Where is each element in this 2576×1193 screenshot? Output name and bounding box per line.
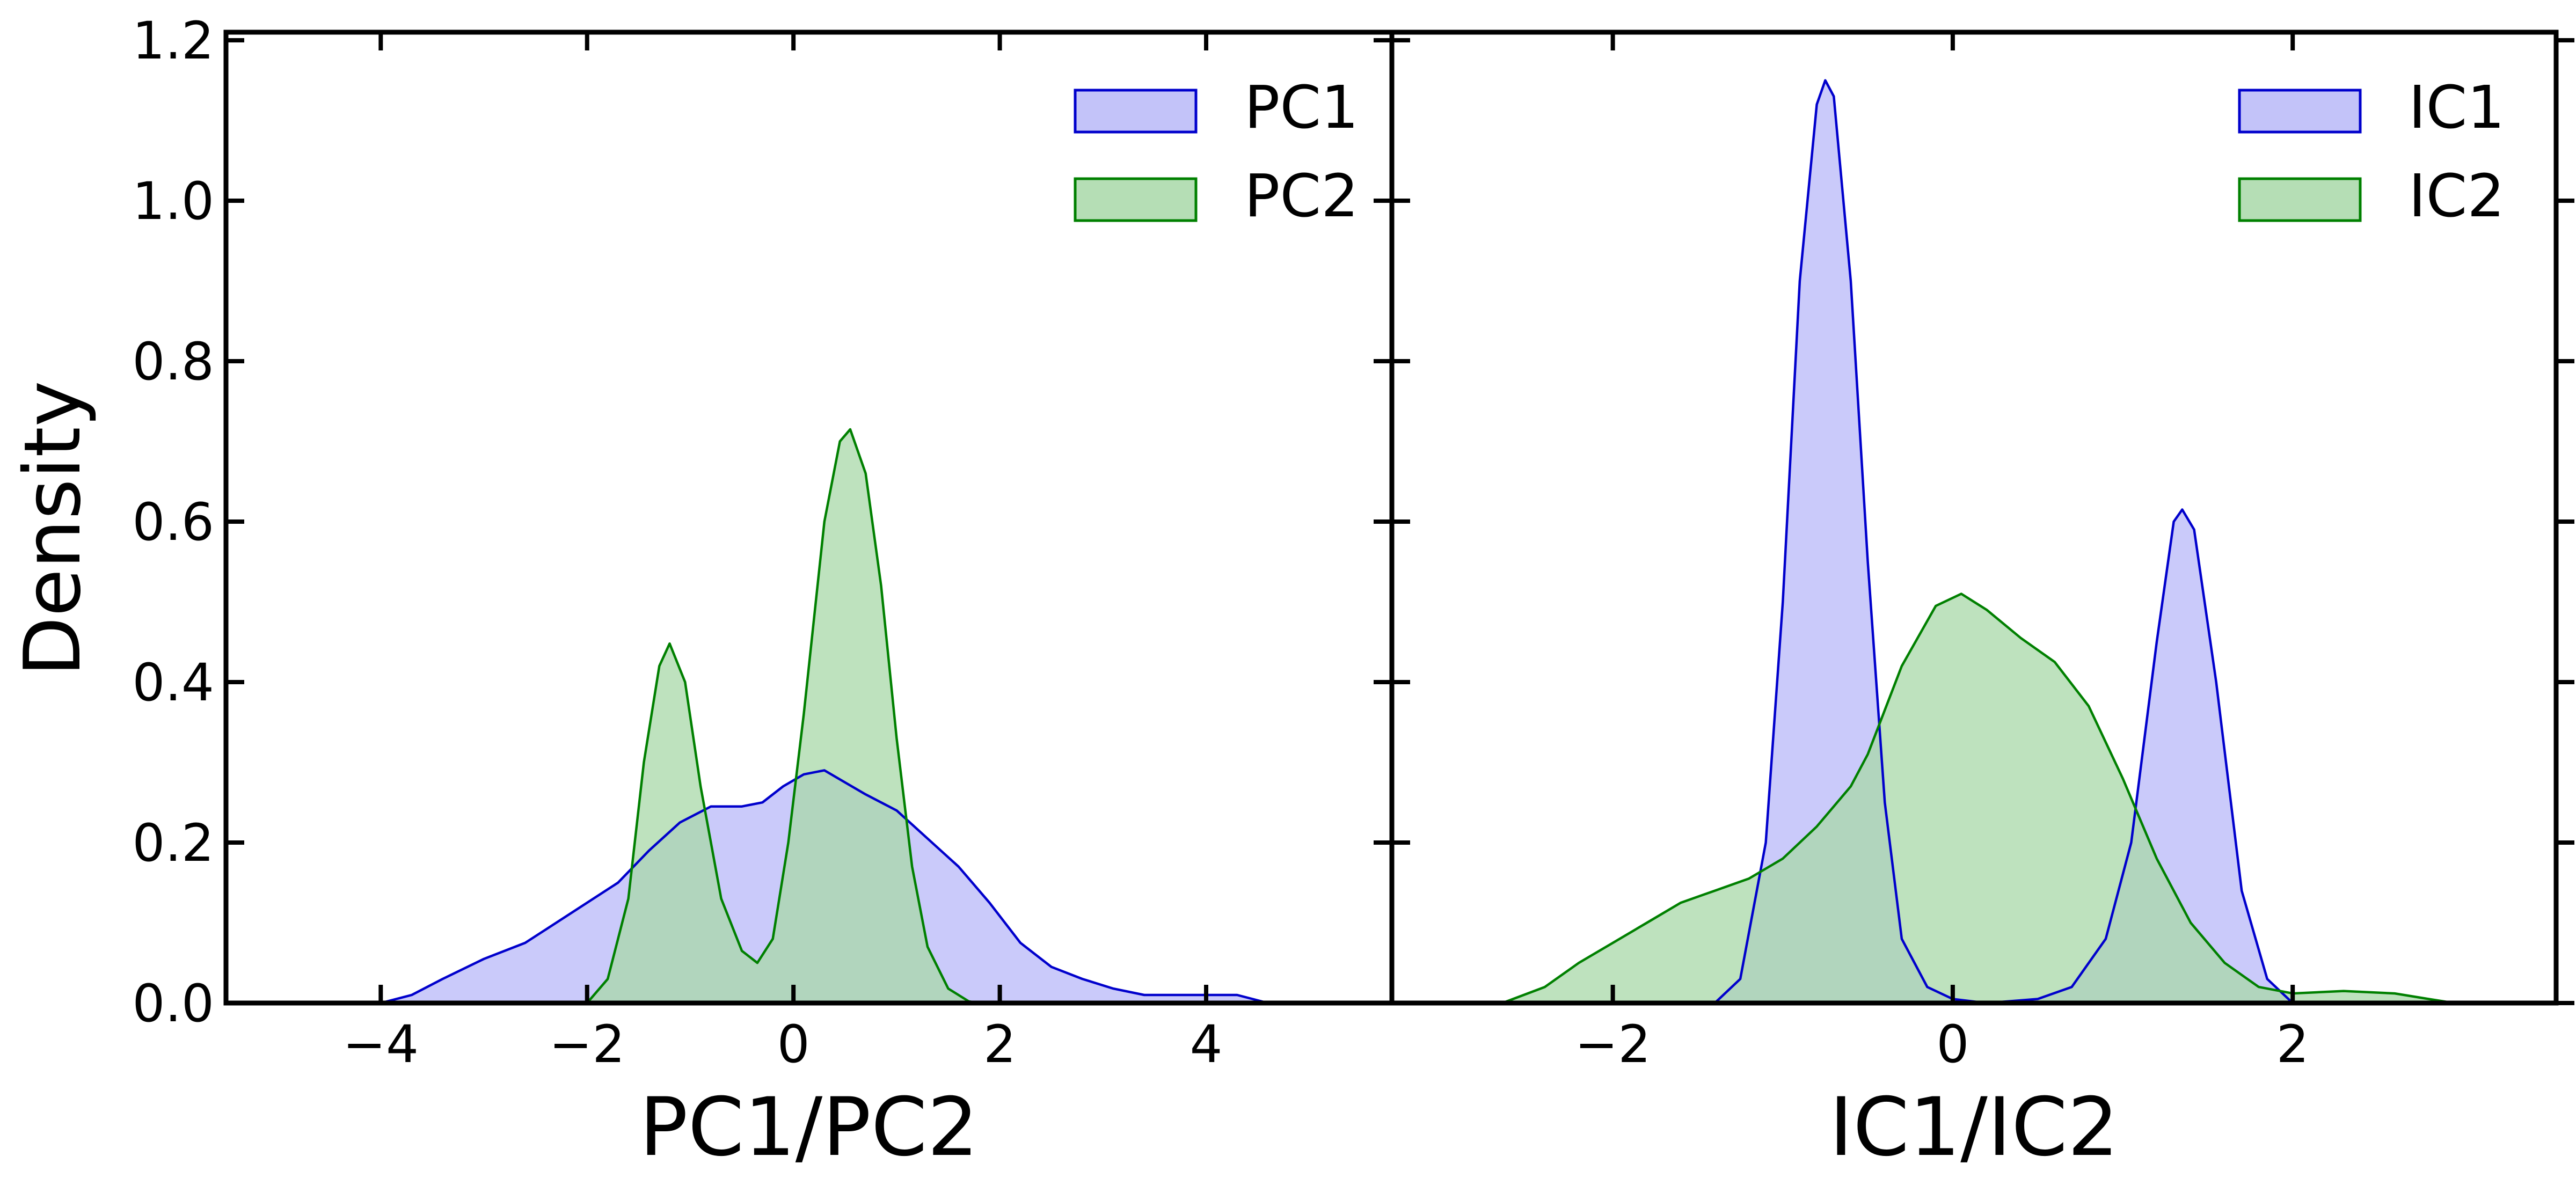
y-tick-label: 1.0 [132,171,214,231]
x-tick-label: 4 [1190,1014,1222,1074]
panel-pc: −4 −2 0 2 4 0.0 0.2 0.4 0.6 0.8 1.0 1.2 PC1/PC2 PC1 PC… [132,11,1395,1174]
x-tick-label: 2 [2276,1014,2309,1074]
y-tick-label: 0.6 [132,492,214,552]
x-tick-label: −2 [549,1014,625,1074]
x-axis-label: IC1/IC2 [1829,1081,2119,1174]
x-tick-label: 0 [1936,1014,1969,1074]
y-tick-label: 0.0 [132,974,214,1034]
y-tick-label: 0.2 [132,813,214,873]
line-pc1 [380,769,1268,1005]
line-pc2 [586,428,980,1005]
x-tick-label: 2 [983,1014,1016,1074]
line-ic2 [1502,592,2455,1005]
area-ic2 [1502,594,2454,1003]
y-axis-label: Density [8,380,98,676]
legend-label-pc2: PC2 [1244,162,1359,230]
legend-label-ic1: IC1 [2409,73,2505,142]
y-tick-label: 0.8 [132,332,214,392]
x-tick-label: 0 [777,1014,810,1074]
x-axis-label: PC1/PC2 [639,1081,979,1174]
x-tick-label: −4 [343,1014,419,1074]
panel-ic: −2 0 2 IC1/IC2 IC1 IC2 [1374,30,2574,1174]
y-tick-label: 0.4 [132,653,214,713]
legend-swatch-ic2 [2238,177,2362,222]
legend-label-ic2: IC2 [2409,162,2505,230]
legend-label-pc1: PC1 [1244,73,1359,142]
legend-swatch-pc1 [1074,89,1198,134]
y-tick-label: 1.2 [132,11,214,71]
legend-swatch-ic1 [2238,89,2362,134]
axes-frame [1389,30,2559,1006]
x-tick-label: −2 [1575,1014,1651,1074]
area-pc2 [587,429,980,1003]
legend-swatch-pc2 [1074,177,1198,222]
